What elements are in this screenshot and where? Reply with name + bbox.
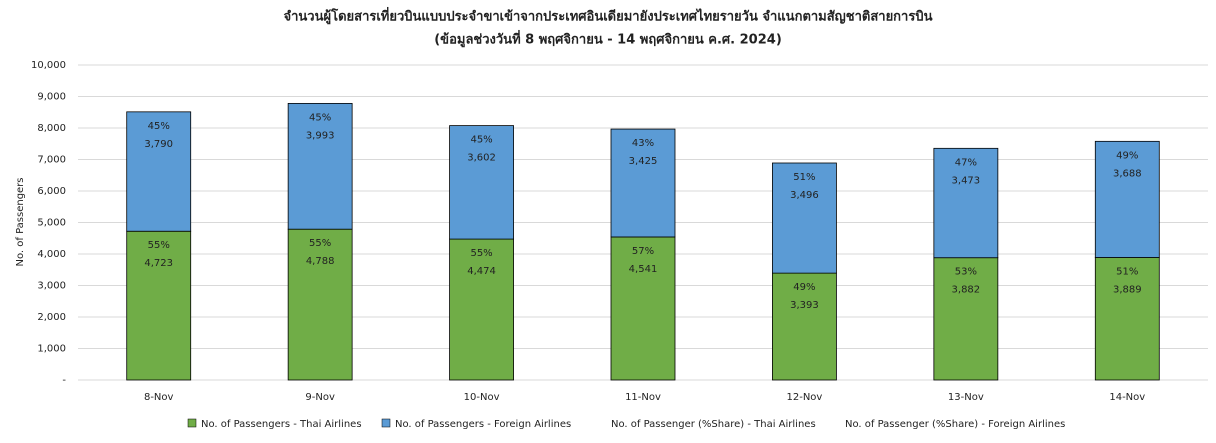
value-label: 3,889 [1113, 284, 1142, 295]
value-label: 3,882 [952, 285, 981, 296]
y-tick-label: 5,000 [37, 218, 66, 229]
share-label: 45% [309, 112, 331, 123]
share-label: 43% [632, 138, 654, 149]
bar-segment [126, 111, 192, 232]
share-label: 47% [955, 157, 977, 168]
bar-segment [449, 238, 514, 381]
value-label: 3,602 [467, 153, 496, 164]
bar-segment [449, 125, 514, 240]
legend-label: No. of Passenger (%Share) - Foreign Airl… [845, 419, 1065, 430]
legend-label: No. of Passengers - Foreign Airlines [395, 419, 571, 430]
share-label: 55% [148, 240, 170, 251]
value-label: 3,496 [790, 190, 819, 201]
x-tick-label: 13-Nov [948, 392, 984, 403]
share-label: 51% [793, 172, 815, 183]
chart-title: จำนวนผู้โดยสารเที่ยวบินแบบประจำขาเข้าจาก… [284, 7, 933, 25]
bar-segment [287, 102, 353, 230]
y-tick-label: 6,000 [37, 186, 66, 197]
bar-segment [287, 228, 353, 381]
x-tick-label: 9-Nov [305, 392, 335, 403]
share-label: 49% [793, 282, 815, 293]
share-label: 45% [470, 135, 492, 146]
x-tick-label: 10-Nov [464, 392, 500, 403]
y-tick-label: 3,000 [37, 281, 66, 292]
y-tick-label: 4,000 [37, 249, 66, 260]
x-tick-label: 11-Nov [625, 392, 661, 403]
x-tick-label: 8-Nov [144, 392, 174, 403]
value-label: 3,473 [952, 175, 981, 186]
y-tick-label: 1,000 [37, 344, 66, 355]
y-tick-label: 8,000 [37, 123, 66, 134]
x-tick-label: 14-Nov [1109, 392, 1145, 403]
bar-segment [1094, 257, 1160, 381]
legend-swatch [381, 418, 391, 428]
value-label: 4,474 [467, 266, 496, 277]
value-label: 3,425 [629, 156, 658, 167]
y-axis-label: No. of Passengers [15, 177, 26, 266]
value-label: 3,790 [144, 139, 173, 150]
bar-segment [933, 257, 999, 381]
share-label: 45% [148, 121, 170, 132]
x-tick-label: 12-Nov [786, 392, 822, 403]
legend-label: No. of Passengers - Thai Airlines [201, 419, 362, 430]
value-label: 3,993 [306, 130, 335, 141]
bar-segment [610, 236, 676, 381]
value-label: 4,541 [629, 264, 658, 275]
share-label: 51% [1116, 266, 1138, 277]
value-label: 3,393 [790, 300, 819, 311]
value-label: 4,788 [306, 256, 335, 267]
bar-segment [772, 272, 837, 381]
bar-segment [610, 128, 676, 238]
y-tick-label: 9,000 [37, 92, 66, 103]
value-label: 4,723 [144, 258, 173, 269]
chart-subtitle: (ข้อมูลช่วงวันที่ 8 พฤศจิกายน - 14 พฤศจิ… [434, 30, 782, 48]
share-label: 53% [955, 267, 977, 278]
legend-swatch [187, 418, 197, 428]
bar-segment [772, 162, 837, 274]
value-label: 3,688 [1113, 168, 1142, 179]
share-label: 49% [1116, 150, 1138, 161]
bar-segment [933, 147, 999, 259]
y-tick-label: - [62, 375, 66, 386]
share-label: 55% [309, 238, 331, 249]
legend-label: No. of Passenger (%Share) - Thai Airline… [611, 419, 816, 430]
bar-segment [126, 230, 192, 381]
share-label: 57% [632, 246, 654, 257]
y-tick-label: 10,000 [31, 60, 66, 71]
share-label: 55% [470, 248, 492, 259]
bar-segment [1094, 140, 1160, 258]
y-tick-label: 7,000 [37, 155, 66, 166]
y-tick-label: 2,000 [37, 312, 66, 323]
